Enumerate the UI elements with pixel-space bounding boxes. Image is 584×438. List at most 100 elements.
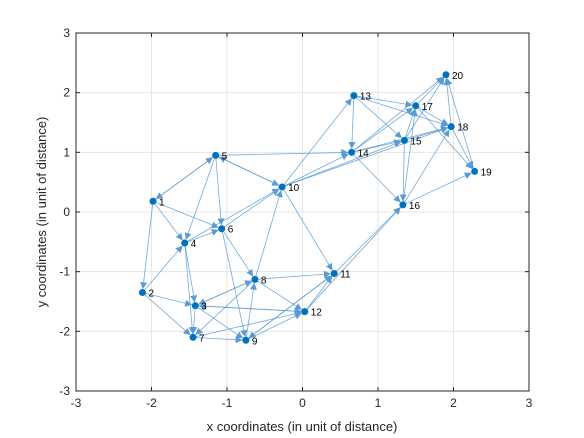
node-label-16: 16 [409,201,421,212]
edge-9-12 [248,313,302,340]
edge-13-14 [348,98,356,150]
node-label-7: 7 [199,333,205,344]
node-8 [251,275,259,283]
node-1 [149,197,157,205]
node-label-9: 9 [252,336,258,347]
edge-8-11 [257,270,331,280]
x-tick-label: -3 [71,396,82,410]
node-13 [350,92,358,100]
edge-11-16 [336,207,401,272]
edge-14-18 [354,125,449,152]
edge-6-10 [223,188,280,228]
edge-15-16 [399,143,407,202]
node-label-12: 12 [311,308,323,319]
edge-9-8 [245,282,257,338]
x-tick-label: 3 [526,396,533,410]
edge-4-3 [184,245,198,303]
grid-layer [75,32,530,392]
node-20 [442,71,450,79]
edge-10-18 [284,126,449,187]
edge-17-18 [418,106,449,126]
edge-2-7 [144,294,191,336]
y-tick-label: 0 [63,205,70,219]
node-label-3: 3 [201,302,207,313]
edge-8-7 [195,281,254,336]
node-label-8: 8 [261,275,267,286]
edge-1-6 [155,202,219,229]
edge-10-5 [218,156,280,187]
edge-17-19 [417,107,473,169]
edge-4-10 [187,188,280,242]
edge-18-20 [443,78,452,124]
x-tick-label: 0 [299,396,306,410]
node-label-2: 2 [148,289,154,300]
edge-13-17 [356,95,413,108]
x-axis-label: x coordinates (in unit of distance) [207,419,398,434]
edge-11-9 [248,274,333,339]
x-tick-label: -1 [222,396,233,410]
edge-6-8 [223,230,254,277]
edge-5-14 [218,149,349,157]
node-14 [348,148,356,156]
node-9 [242,336,250,344]
y-tick-label: 1 [63,145,70,159]
edge-5-1 [155,156,214,200]
edge-10-15 [284,140,402,187]
node-5 [212,151,220,159]
edge-17-20 [417,77,444,104]
edge-6-9 [221,231,248,338]
node-2 [138,289,146,297]
node-label-14: 14 [358,148,370,159]
node-label-13: 13 [360,92,372,103]
y-tick-label: -1 [59,265,70,279]
edge-10-13 [283,98,352,185]
node-label-15: 15 [410,136,422,147]
edge-3-7 [190,308,198,335]
edge-16-17 [402,109,418,202]
node-4 [181,239,189,247]
node-11 [330,269,338,277]
edge-14-17 [353,107,414,151]
y-axis-label: y coordinates (in unit of distance) [34,117,49,308]
edge-16-19 [405,172,472,204]
node-label-1: 1 [159,197,165,208]
edge-5-6 [215,158,225,226]
edge-4-7 [184,245,196,335]
node-layer [138,71,479,344]
node-15 [400,136,408,144]
edge-2-3 [145,292,193,307]
edge-1-2 [140,204,154,290]
y-tick-label: -2 [59,324,70,338]
node-7 [189,333,197,341]
node-3 [191,302,199,310]
node-12 [301,308,309,316]
edge-14-16 [353,154,401,203]
node-19 [471,167,479,175]
edge-19-20 [445,77,475,169]
node-label-4: 4 [191,239,197,250]
edge-15-18 [407,126,449,140]
edge-8-10 [255,190,283,277]
edge-18-19 [452,129,474,169]
node-label-17: 17 [422,102,434,113]
node-16 [399,201,407,209]
node-label-6: 6 [228,225,234,236]
node-17 [412,102,420,110]
node-18 [447,123,455,131]
node-label-18: 18 [457,123,469,134]
edge-8-12 [257,280,302,310]
edge-16-18 [404,129,450,203]
x-tick-label: 2 [450,396,457,410]
x-tick-label: -2 [146,396,157,410]
node-label-19: 19 [481,167,493,178]
node-6 [218,225,226,233]
y-tick-label: 3 [63,26,70,40]
node-label-10: 10 [288,183,300,194]
edge-2-4 [144,245,183,291]
edge-layer [140,76,475,344]
edge-14-20 [353,76,444,151]
edge-12-11 [306,276,333,310]
